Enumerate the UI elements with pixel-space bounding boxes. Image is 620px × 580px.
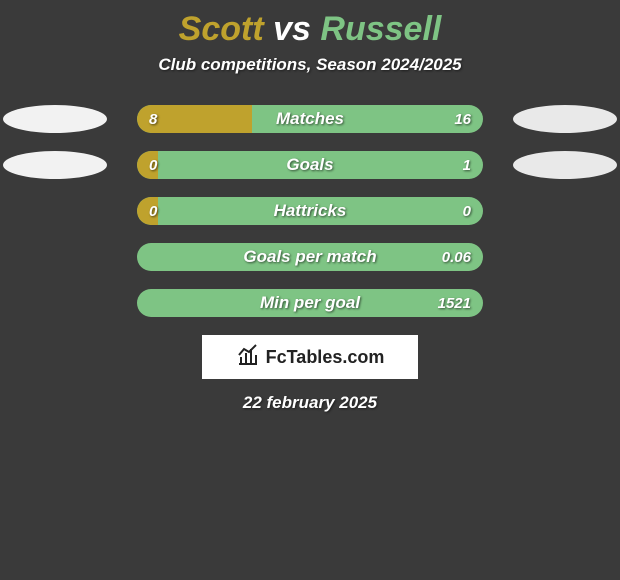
stat-value-right: 1 <box>463 151 471 179</box>
date-text: 22 february 2025 <box>0 393 620 413</box>
oval-spacer <box>3 197 107 225</box>
team-oval-right <box>513 151 617 179</box>
stat-value-right: 16 <box>454 105 471 133</box>
stat-value-right: 1521 <box>438 289 471 317</box>
stat-value-right: 0.06 <box>442 243 471 271</box>
subtitle: Club competitions, Season 2024/2025 <box>0 55 620 75</box>
page-title: Scott vs Russell <box>0 0 620 55</box>
oval-spacer <box>3 243 107 271</box>
comparison-card: Scott vs Russell Club competitions, Seas… <box>0 0 620 580</box>
stat-row: 0Goals1 <box>0 151 620 179</box>
oval-spacer <box>513 243 617 271</box>
oval-spacer <box>513 289 617 317</box>
title-player-left: Scott <box>179 10 264 48</box>
stat-row: Min per goal1521 <box>0 289 620 317</box>
branding-text: FcTables.com <box>266 347 385 368</box>
team-oval-right <box>513 105 617 133</box>
stat-value-right: 0 <box>463 197 471 225</box>
stat-rows: 8Matches160Goals10Hattricks0Goals per ma… <box>0 105 620 317</box>
title-vs: vs <box>273 10 311 48</box>
chart-icon <box>236 343 260 372</box>
stat-label: Goals <box>137 151 483 179</box>
stat-row: 0Hattricks0 <box>0 197 620 225</box>
stat-bar: 0Hattricks0 <box>137 197 483 225</box>
team-oval-left <box>3 105 107 133</box>
oval-spacer <box>3 289 107 317</box>
stat-bar: Min per goal1521 <box>137 289 483 317</box>
title-player-right: Russell <box>320 10 441 48</box>
oval-spacer <box>513 197 617 225</box>
stat-row: 8Matches16 <box>0 105 620 133</box>
stat-label: Matches <box>137 105 483 133</box>
team-oval-left <box>3 151 107 179</box>
stat-bar: 8Matches16 <box>137 105 483 133</box>
stat-bar: 0Goals1 <box>137 151 483 179</box>
stat-label: Min per goal <box>137 289 483 317</box>
stat-label: Goals per match <box>137 243 483 271</box>
stat-bar: Goals per match0.06 <box>137 243 483 271</box>
stat-label: Hattricks <box>137 197 483 225</box>
branding-badge[interactable]: FcTables.com <box>202 335 418 379</box>
stat-row: Goals per match0.06 <box>0 243 620 271</box>
